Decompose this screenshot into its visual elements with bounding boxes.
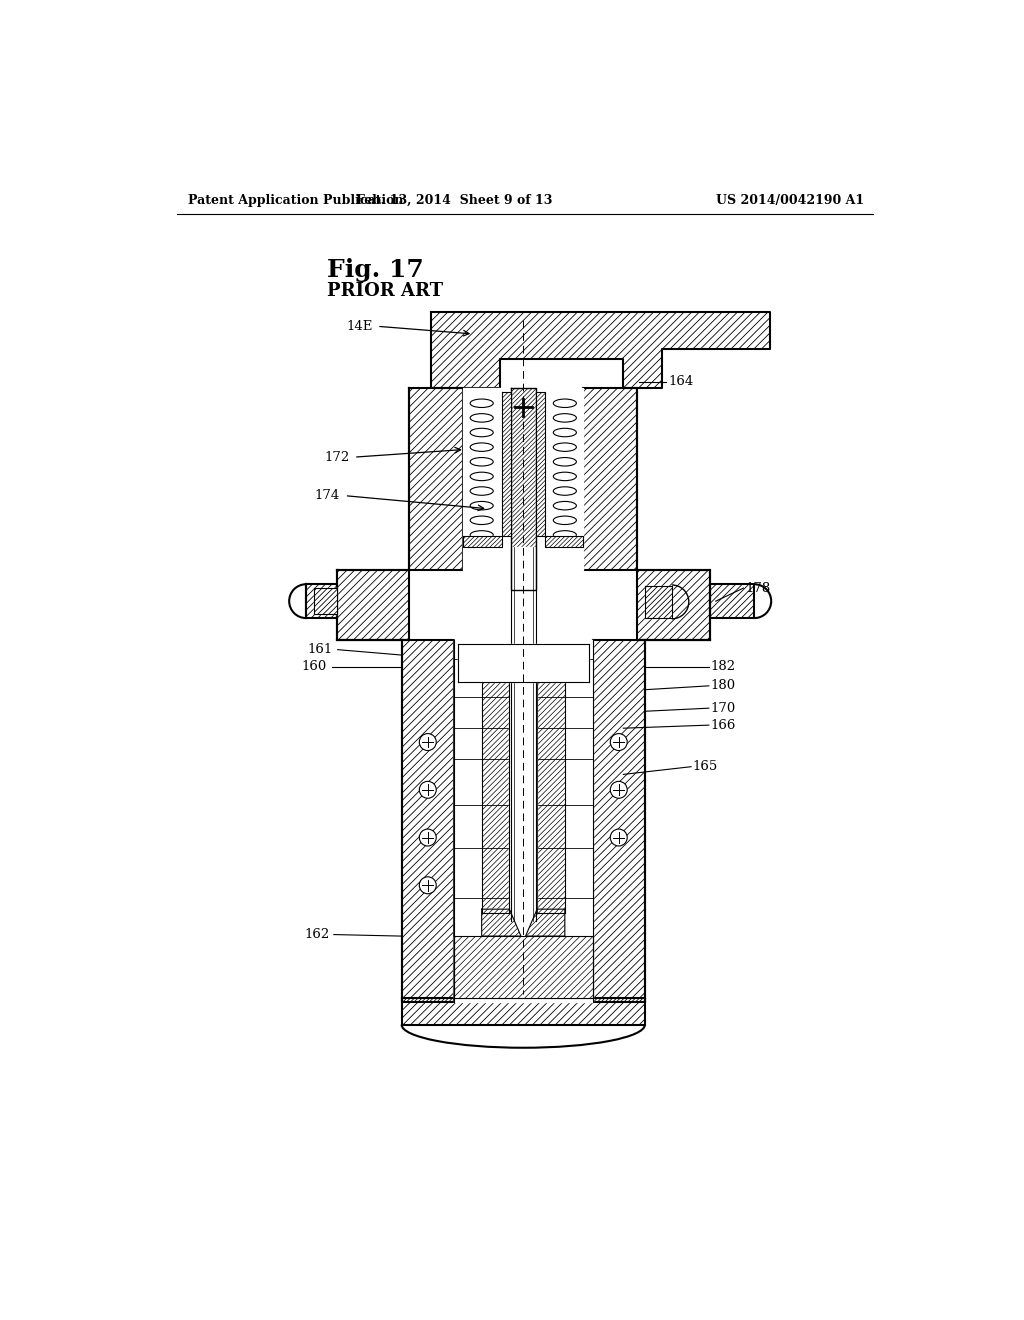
Ellipse shape xyxy=(470,428,494,437)
Ellipse shape xyxy=(553,531,577,539)
Ellipse shape xyxy=(553,458,577,466)
Polygon shape xyxy=(509,647,538,913)
Polygon shape xyxy=(313,589,337,614)
Text: 164: 164 xyxy=(668,375,693,388)
Polygon shape xyxy=(502,392,511,536)
Polygon shape xyxy=(545,536,584,548)
Ellipse shape xyxy=(470,458,494,466)
Polygon shape xyxy=(306,585,337,618)
Circle shape xyxy=(419,734,436,751)
Ellipse shape xyxy=(470,516,494,524)
Polygon shape xyxy=(306,585,337,618)
Polygon shape xyxy=(538,647,565,913)
Polygon shape xyxy=(481,647,509,913)
Polygon shape xyxy=(337,570,410,640)
Ellipse shape xyxy=(470,502,494,510)
Text: 182: 182 xyxy=(711,660,735,673)
Polygon shape xyxy=(401,998,645,1024)
Ellipse shape xyxy=(470,444,494,451)
Text: 170: 170 xyxy=(711,702,735,714)
Ellipse shape xyxy=(553,473,577,480)
Ellipse shape xyxy=(470,531,494,539)
Polygon shape xyxy=(637,570,710,640)
Ellipse shape xyxy=(553,413,577,422)
Text: 160: 160 xyxy=(302,660,327,673)
Circle shape xyxy=(419,876,436,894)
Text: Patent Application Publication: Patent Application Publication xyxy=(188,194,403,207)
Text: 162: 162 xyxy=(304,928,330,941)
Ellipse shape xyxy=(553,502,577,510)
Text: US 2014/0042190 A1: US 2014/0042190 A1 xyxy=(716,194,864,207)
Text: 172: 172 xyxy=(325,450,350,463)
Ellipse shape xyxy=(553,487,577,495)
Text: 165: 165 xyxy=(692,760,718,774)
Ellipse shape xyxy=(553,399,577,408)
Text: 14E: 14E xyxy=(347,319,373,333)
Polygon shape xyxy=(645,586,672,618)
Polygon shape xyxy=(711,585,755,618)
Ellipse shape xyxy=(553,516,577,524)
Ellipse shape xyxy=(470,413,494,422)
Polygon shape xyxy=(481,909,521,936)
Circle shape xyxy=(610,781,628,799)
Polygon shape xyxy=(454,640,593,1002)
Text: Feb. 13, 2014  Sheet 9 of 13: Feb. 13, 2014 Sheet 9 of 13 xyxy=(355,194,552,207)
Circle shape xyxy=(419,781,436,799)
Polygon shape xyxy=(525,909,565,936)
Polygon shape xyxy=(593,640,645,1002)
Ellipse shape xyxy=(553,428,577,437)
Polygon shape xyxy=(401,640,454,1002)
Text: Fig. 17: Fig. 17 xyxy=(327,257,424,282)
Text: 180: 180 xyxy=(711,680,735,693)
Text: 174: 174 xyxy=(314,490,340,502)
Text: 161: 161 xyxy=(308,643,333,656)
Ellipse shape xyxy=(470,399,494,408)
Polygon shape xyxy=(431,313,770,388)
Circle shape xyxy=(610,734,628,751)
Ellipse shape xyxy=(553,444,577,451)
Circle shape xyxy=(419,829,436,846)
Ellipse shape xyxy=(470,473,494,480)
Text: 166: 166 xyxy=(711,718,736,731)
Polygon shape xyxy=(536,392,545,536)
Polygon shape xyxy=(410,388,463,570)
Text: PRIOR ART: PRIOR ART xyxy=(327,282,443,300)
Polygon shape xyxy=(710,585,755,618)
Polygon shape xyxy=(511,388,536,590)
Circle shape xyxy=(610,829,628,846)
Polygon shape xyxy=(458,644,589,682)
Ellipse shape xyxy=(470,487,494,495)
Polygon shape xyxy=(584,388,637,570)
Polygon shape xyxy=(463,388,584,570)
Polygon shape xyxy=(463,536,502,548)
Polygon shape xyxy=(454,936,593,998)
Text: 178: 178 xyxy=(745,582,770,594)
Polygon shape xyxy=(511,548,536,921)
